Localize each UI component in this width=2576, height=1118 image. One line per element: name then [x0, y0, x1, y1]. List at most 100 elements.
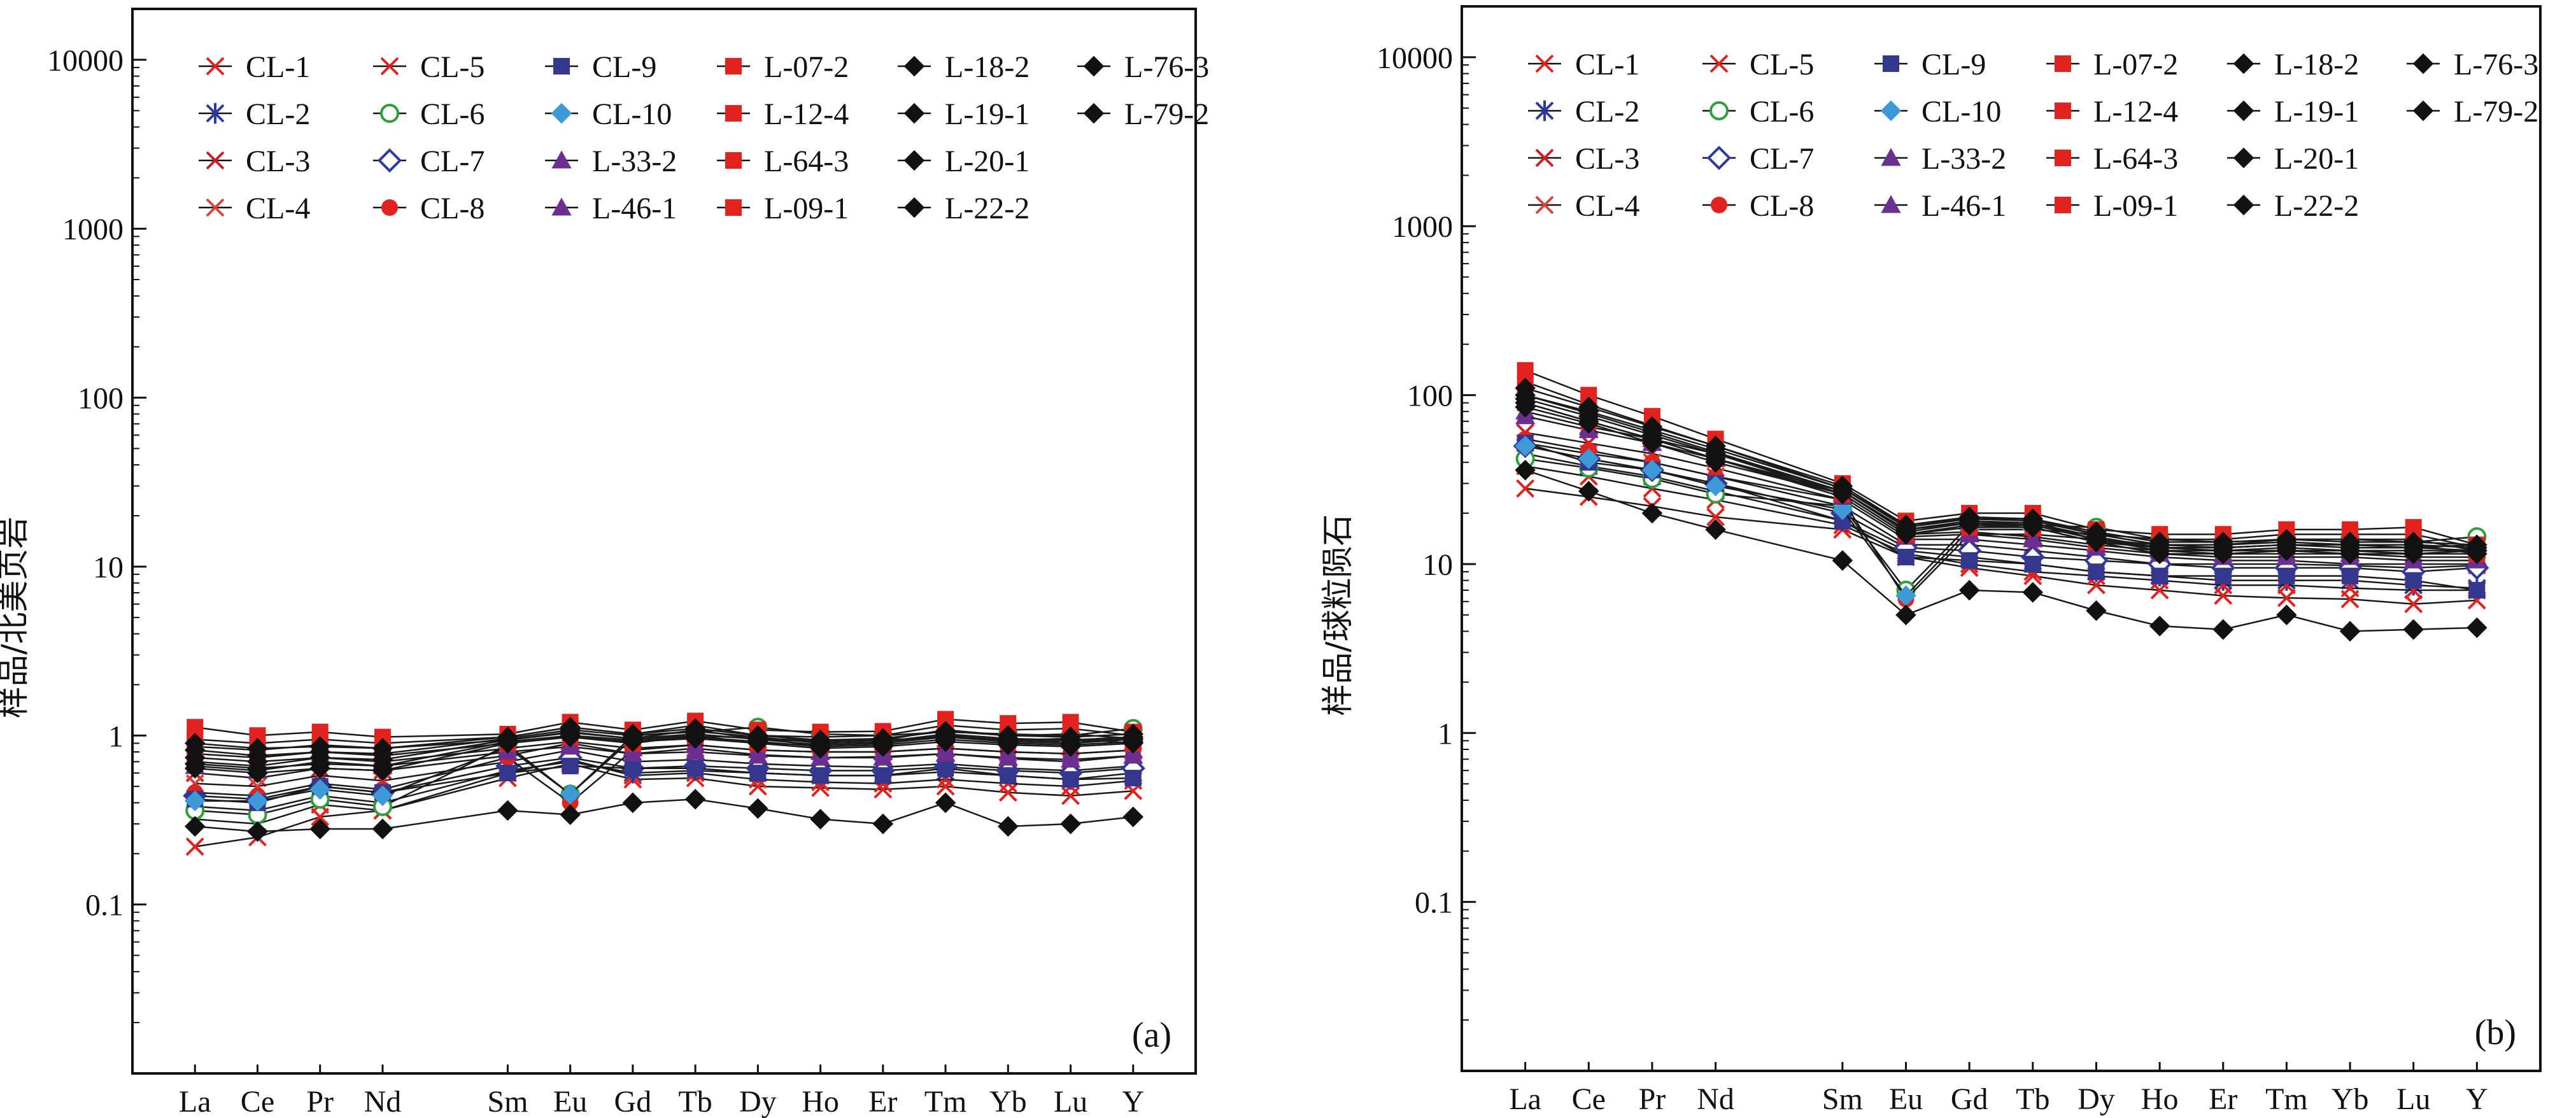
legend-marker — [2233, 147, 2254, 169]
y-axis-label: 样品/球粒陨石 — [1319, 514, 1356, 716]
data-point — [184, 758, 206, 779]
legend-marker — [725, 58, 742, 74]
legend-label: L-64-3 — [764, 145, 849, 178]
legend-item: L-79-2 — [1077, 97, 1209, 131]
data-point — [2466, 617, 2488, 639]
x-tick-label: Er — [868, 1085, 897, 1118]
data-point — [1578, 413, 1599, 434]
legend-marker — [1711, 197, 1727, 213]
series-L-76-3 — [1515, 397, 2488, 565]
series-CL-9 — [1517, 434, 2486, 599]
x-tick-label: Gd — [1951, 1082, 1988, 1116]
data-point — [1895, 604, 1916, 626]
data-point — [1578, 448, 1599, 469]
x-tick-label: Pr — [306, 1085, 334, 1118]
data-point — [247, 790, 268, 812]
legend-label: CL-5 — [1750, 48, 1814, 81]
data-point — [372, 760, 393, 781]
data-point — [998, 816, 1019, 837]
x-tick-label: Lu — [2396, 1082, 2430, 1116]
data-point — [2149, 615, 2170, 637]
x-tick-label: Y — [1122, 1085, 1144, 1118]
x-tick-label: Ce — [1572, 1082, 1606, 1116]
legend-marker — [381, 199, 398, 216]
legend-item: CL-2 — [1528, 95, 1639, 129]
legend-label: CL-6 — [1750, 95, 1814, 129]
x-tick-label: Dy — [2077, 1082, 2115, 1116]
data-point — [687, 760, 704, 777]
y-tick-label: 10 — [1422, 548, 1453, 582]
legend-marker — [1709, 101, 1729, 120]
data-point — [2214, 567, 2232, 584]
legend-label: L-33-2 — [1921, 142, 2006, 176]
data-point — [2276, 604, 2297, 626]
legend-label: L-07-2 — [764, 50, 849, 84]
legend-marker — [206, 57, 225, 76]
x-tick-label: Ce — [241, 1085, 274, 1118]
legend-marker — [380, 57, 399, 76]
data-point — [2339, 543, 2361, 565]
data-point — [1062, 771, 1079, 788]
data-point — [1832, 483, 1853, 505]
y-axis-label: 样品/北美页岩 — [0, 517, 32, 719]
legend-marker — [903, 197, 925, 218]
data-point — [810, 738, 831, 759]
legend-label: L-76-3 — [1124, 50, 1209, 84]
x-tick-label: Er — [2209, 1082, 2237, 1116]
x-tick-label: Lu — [1054, 1085, 1087, 1118]
data-point — [247, 762, 268, 784]
data-point — [1122, 806, 1144, 828]
y-tick-label: 10000 — [47, 44, 124, 78]
data-point — [810, 809, 831, 830]
data-point — [1832, 550, 1853, 571]
x-tick-label: Nd — [1697, 1082, 1734, 1116]
legend-label: CL-4 — [246, 192, 310, 225]
legend-marker — [2055, 103, 2071, 119]
legend-marker — [1881, 148, 1901, 166]
x-tick-label: Yb — [989, 1085, 1027, 1118]
legend-marker — [1535, 54, 1554, 73]
series-line — [1525, 445, 2477, 597]
legend-label: L-22-2 — [2274, 189, 2359, 223]
data-point — [1578, 481, 1599, 502]
x-tick-label: Eu — [1889, 1082, 1923, 1116]
chart-panel-a: 0.1 1 10 100 1000 10000 La Ce Pr Nd Sm Eu Gd Tb Dy Ho Er… — [0, 8, 1209, 1118]
data-point — [872, 736, 894, 757]
legend-marker — [553, 58, 570, 74]
data-point — [747, 733, 768, 754]
data-point — [560, 726, 581, 747]
legend-label: L-76-3 — [2454, 48, 2538, 81]
series-L-79-2 — [1515, 460, 2488, 642]
panel-label: (b) — [2475, 1013, 2516, 1052]
y-tick-label: 0.1 — [1415, 886, 1453, 920]
data-point — [1706, 507, 1725, 527]
legend-marker — [1535, 100, 1554, 122]
legend-label: CL-3 — [246, 145, 310, 178]
legend-item: CL-8 — [373, 192, 485, 225]
legend-item: CL-7 — [373, 145, 485, 178]
legend-label: L-09-1 — [764, 192, 849, 225]
data-point — [1961, 552, 1978, 569]
data-point — [1516, 479, 1535, 498]
data-point — [935, 731, 956, 753]
data-point — [2212, 619, 2234, 640]
data-point — [935, 792, 956, 814]
data-point — [936, 777, 955, 796]
legend-item: L-46-1 — [1874, 189, 2006, 223]
data-point — [2403, 543, 2424, 565]
legend-marker — [1083, 103, 1105, 124]
legend-label: L-20-1 — [945, 145, 1030, 178]
legend-item: CL-1 — [199, 50, 310, 84]
legend-label: L-09-1 — [2093, 189, 2178, 223]
data-point — [624, 760, 641, 777]
data-point — [2278, 567, 2295, 584]
legend-marker — [1709, 54, 1729, 73]
data-point — [622, 731, 644, 753]
data-point — [1705, 519, 1726, 541]
y-tick-label: 1000 — [62, 213, 124, 246]
legend-item: CL-2 — [199, 97, 310, 131]
legend-item: CL-4 — [199, 192, 310, 225]
data-point — [2022, 582, 2044, 603]
legend-item: L-07-2 — [717, 50, 849, 84]
legend-label: L-33-2 — [592, 145, 677, 178]
